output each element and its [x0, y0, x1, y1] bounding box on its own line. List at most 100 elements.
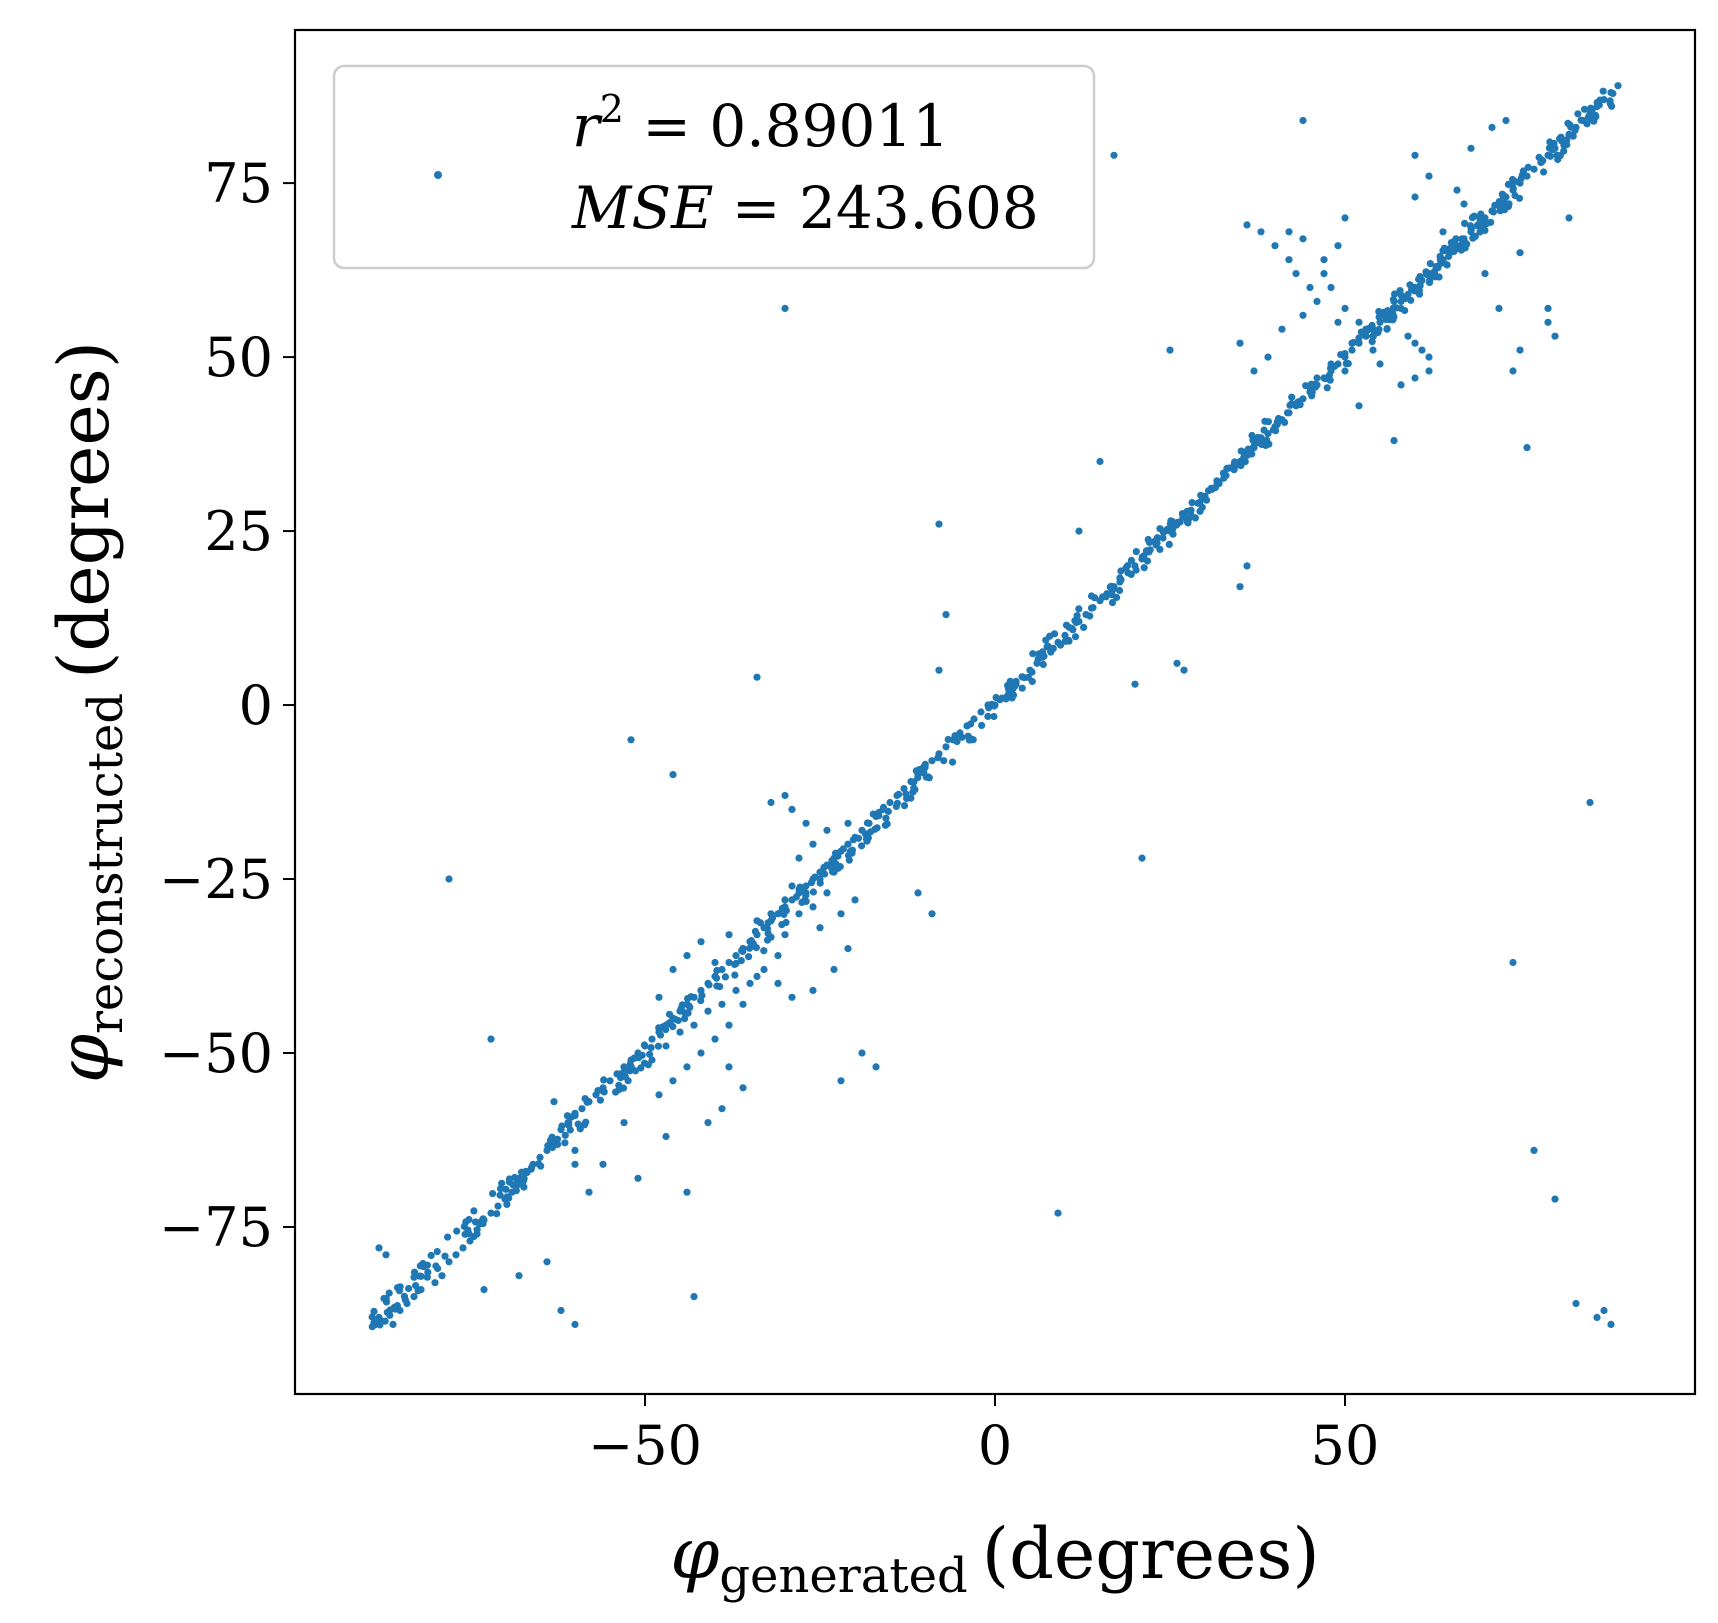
- data-point: [832, 849, 840, 857]
- data-point: [1310, 380, 1318, 389]
- data-point: [869, 810, 877, 818]
- x-axis-subscript: generated: [719, 1548, 967, 1604]
- data-point: [809, 903, 817, 911]
- data-point: [1342, 360, 1350, 368]
- data-point: [690, 1293, 698, 1301]
- data-point: [487, 1209, 495, 1217]
- data-point: [1127, 570, 1135, 579]
- data-point: [1236, 583, 1244, 591]
- data-point: [669, 965, 677, 974]
- data-point: [1390, 437, 1398, 445]
- data-point: [496, 1191, 504, 1199]
- data-point: [419, 1259, 427, 1268]
- data-point: [828, 857, 836, 865]
- data-point: [1281, 418, 1289, 426]
- data-point: [1042, 636, 1050, 644]
- data-point: [921, 760, 929, 769]
- data-point: [371, 1316, 379, 1324]
- data-point: [1355, 318, 1363, 326]
- data-point: [697, 1049, 705, 1057]
- data-point: [1389, 295, 1397, 303]
- data-point: [676, 1028, 684, 1036]
- legend-marker: [434, 171, 442, 179]
- data-point: [684, 1009, 692, 1017]
- data-point: [935, 666, 943, 674]
- data-point: [1257, 228, 1265, 236]
- data-point: [585, 1188, 593, 1196]
- data-point: [666, 1019, 674, 1027]
- data-point: [1545, 144, 1553, 152]
- data-point: [410, 1268, 419, 1276]
- data-point: [518, 1168, 526, 1176]
- data-point: [1341, 304, 1349, 312]
- data-point: [687, 993, 695, 1001]
- data-point: [1116, 578, 1124, 586]
- data-point: [747, 937, 755, 945]
- data-point: [881, 821, 890, 829]
- data-point: [1375, 307, 1383, 316]
- data-point: [1588, 105, 1596, 113]
- data-point: [1191, 514, 1199, 522]
- data-point: [568, 1113, 576, 1121]
- data-point: [1355, 334, 1363, 342]
- data-point: [1544, 318, 1552, 326]
- data-point: [746, 979, 754, 988]
- data-point: [1127, 556, 1135, 565]
- data-point: [1205, 487, 1213, 495]
- data-point: [1188, 499, 1196, 507]
- data-point: [523, 1168, 531, 1176]
- data-point: [471, 1218, 480, 1226]
- data-point: [1614, 82, 1622, 90]
- data-point: [940, 757, 948, 765]
- data-point: [1589, 111, 1597, 119]
- data-point: [863, 837, 871, 845]
- data-point: [1213, 480, 1221, 488]
- data-point: [1571, 126, 1579, 135]
- data-point: [1476, 216, 1484, 224]
- data-point: [1159, 534, 1167, 542]
- data-point: [1132, 548, 1140, 556]
- data-point: [1260, 426, 1268, 434]
- data-point: [1502, 116, 1510, 125]
- data-point: [809, 888, 818, 896]
- data-point: [444, 1233, 452, 1241]
- data-point: [594, 1087, 602, 1095]
- data-point: [1038, 653, 1047, 661]
- data-point: [1243, 562, 1251, 570]
- data-point: [951, 732, 959, 740]
- data-point: [732, 986, 740, 995]
- data-point: [745, 953, 753, 961]
- data-point: [1071, 633, 1080, 641]
- data-point: [795, 854, 803, 862]
- data-point: [1202, 496, 1211, 504]
- data-point: [1450, 247, 1458, 255]
- data-point: [515, 1272, 523, 1280]
- data-point: [1237, 447, 1245, 455]
- data-point: [389, 1320, 397, 1328]
- data-point: [683, 1063, 691, 1071]
- data-point: [461, 1230, 469, 1238]
- data-point: [1546, 138, 1554, 146]
- data-point: [1516, 346, 1524, 354]
- data-point: [1530, 165, 1538, 173]
- legend-line-2: MSE = 243.608: [571, 174, 1039, 242]
- data-point: [781, 304, 789, 312]
- data-point: [958, 733, 966, 741]
- data-point: [1560, 142, 1568, 150]
- data-point: [1180, 666, 1188, 674]
- data-point: [493, 1210, 501, 1218]
- data-point: [858, 1049, 866, 1057]
- data-point: [1320, 256, 1328, 264]
- data-point: [851, 896, 859, 904]
- data-point: [1544, 304, 1552, 312]
- data-point: [1517, 174, 1525, 183]
- data-point: [674, 1016, 682, 1025]
- data-point: [900, 785, 908, 793]
- data-point: [1054, 1209, 1062, 1217]
- data-point: [416, 1272, 424, 1280]
- data-point: [1574, 110, 1582, 118]
- data-point: [1131, 680, 1139, 688]
- data-point: [1264, 418, 1272, 426]
- data-point: [1308, 388, 1316, 396]
